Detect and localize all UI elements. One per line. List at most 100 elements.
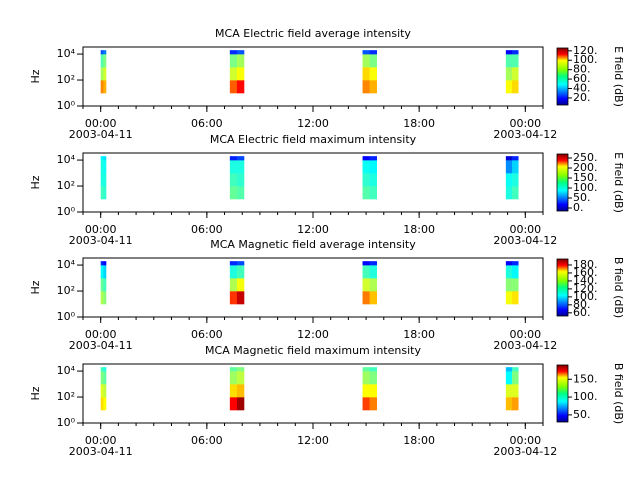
heatmap-cell (100, 67, 104, 81)
heatmap-cell (512, 80, 519, 94)
heatmap-cell (512, 278, 519, 292)
heatmap-cell (229, 278, 238, 292)
colorbar-tick-label: 140. (573, 274, 598, 287)
heatmap-cell (236, 50, 245, 55)
heatmap-cell (362, 173, 370, 187)
heatmap-cell (236, 397, 245, 411)
x-date-label: 2003-04-12 (493, 339, 557, 352)
heatmap-cell (362, 265, 370, 279)
heatmap-cell (362, 371, 370, 385)
heatmap-cell (100, 50, 104, 55)
heatmap-cell (505, 50, 513, 55)
heatmap-cell (362, 50, 370, 55)
heatmap-cell (512, 186, 519, 200)
colorbar-tick-label: 80. (573, 63, 591, 76)
heatmap-cell (229, 261, 238, 266)
y-tick-label: 10⁴ (57, 153, 76, 166)
heatmap-cell (236, 371, 245, 385)
heatmap-cell (229, 371, 238, 385)
heatmap-cell (103, 67, 107, 81)
x-tick-label: 12:00 (297, 434, 329, 447)
heatmap-cell (512, 54, 519, 68)
heatmap-cell (512, 384, 519, 398)
heatmap-cell (512, 371, 519, 385)
heatmap-cell (236, 156, 245, 161)
heatmap-cell (229, 173, 238, 187)
heatmap-cell (103, 278, 107, 292)
x-tick-label: 18:00 (403, 434, 435, 447)
x-tick-label: 00:00 (85, 328, 117, 341)
heatmap-cell (236, 384, 245, 398)
heatmap-cell (369, 186, 377, 200)
heatmap-cell (236, 261, 245, 266)
colorbar (556, 47, 569, 106)
heatmap-cell (505, 67, 513, 81)
x-tick-label: 12:00 (297, 328, 329, 341)
heatmap-cell (369, 278, 377, 292)
heatmap-cell (505, 156, 513, 161)
panel-title: MCA Electric field average intensity (215, 27, 411, 40)
heatmap-cell (369, 80, 377, 94)
colorbar-tick-label: 150. (573, 171, 598, 184)
heatmap-cell (362, 291, 370, 305)
heatmap-cell (512, 367, 519, 372)
y-tick-label: 10⁰ (57, 416, 76, 429)
heatmap-cell (236, 265, 245, 279)
heatmap-cell (505, 80, 513, 94)
heatmap-cell (100, 261, 104, 266)
heatmap-cell (512, 156, 519, 161)
heatmap-cell (103, 173, 107, 187)
heatmap-cell (100, 160, 104, 174)
heatmap-cell (505, 173, 513, 187)
panel-title: MCA Magnetic field average intensity (210, 238, 416, 251)
heatmap-cell (100, 54, 104, 68)
y-tick-label: 10⁴ (57, 47, 76, 60)
heatmap-cell (369, 367, 377, 372)
x-date-label: 2003-04-12 (493, 128, 557, 141)
heatmap-cell (103, 265, 107, 279)
colorbar-tick-label: 160. (573, 266, 598, 279)
heatmap-cell (100, 291, 104, 305)
heatmap-cell (369, 265, 377, 279)
plot-frame (82, 257, 544, 318)
heatmap-cell (100, 278, 104, 292)
heatmap-cell (229, 186, 238, 200)
plot-frame (82, 152, 544, 213)
heatmap-cell (103, 156, 107, 161)
heatmap-cell (362, 278, 370, 292)
colorbar-tick-label: 200. (573, 161, 598, 174)
x-date-label: 2003-04-11 (69, 445, 133, 458)
heatmap-cell (229, 54, 238, 68)
heatmap-cell (229, 397, 238, 411)
heatmap-cell (236, 367, 245, 372)
colorbar-tick-label: 120. (573, 282, 598, 295)
heatmap-cell (369, 67, 377, 81)
heatmap-cell (505, 397, 513, 411)
x-date-label: 2003-04-11 (69, 128, 133, 141)
y-axis-label: Hz (29, 280, 42, 294)
y-tick-label: 10² (57, 284, 75, 297)
heatmap-cell (369, 384, 377, 398)
heatmap-cell (505, 371, 513, 385)
heatmap-cell (505, 54, 513, 68)
heatmap-cell (505, 367, 513, 372)
heatmap-cell (369, 261, 377, 266)
heatmap-cell (229, 80, 238, 94)
heatmap-cell (512, 265, 519, 279)
heatmap-cell (512, 160, 519, 174)
x-tick-label: 06:00 (191, 223, 223, 236)
heatmap-cell (236, 160, 245, 174)
heatmap-cell (505, 265, 513, 279)
heatmap-cell (505, 186, 513, 200)
x-tick-label: 00:00 (509, 117, 541, 130)
heatmap-cell (100, 173, 104, 187)
heatmap-cell (229, 384, 238, 398)
heatmap-cell (369, 397, 377, 411)
colorbar-tick-label: 20. (573, 91, 591, 104)
heatmap-cell (103, 261, 107, 266)
y-tick-label: 10⁴ (57, 364, 76, 377)
heatmap-cell (236, 173, 245, 187)
heatmap-cell (236, 291, 245, 305)
heatmap-cell (100, 367, 104, 372)
